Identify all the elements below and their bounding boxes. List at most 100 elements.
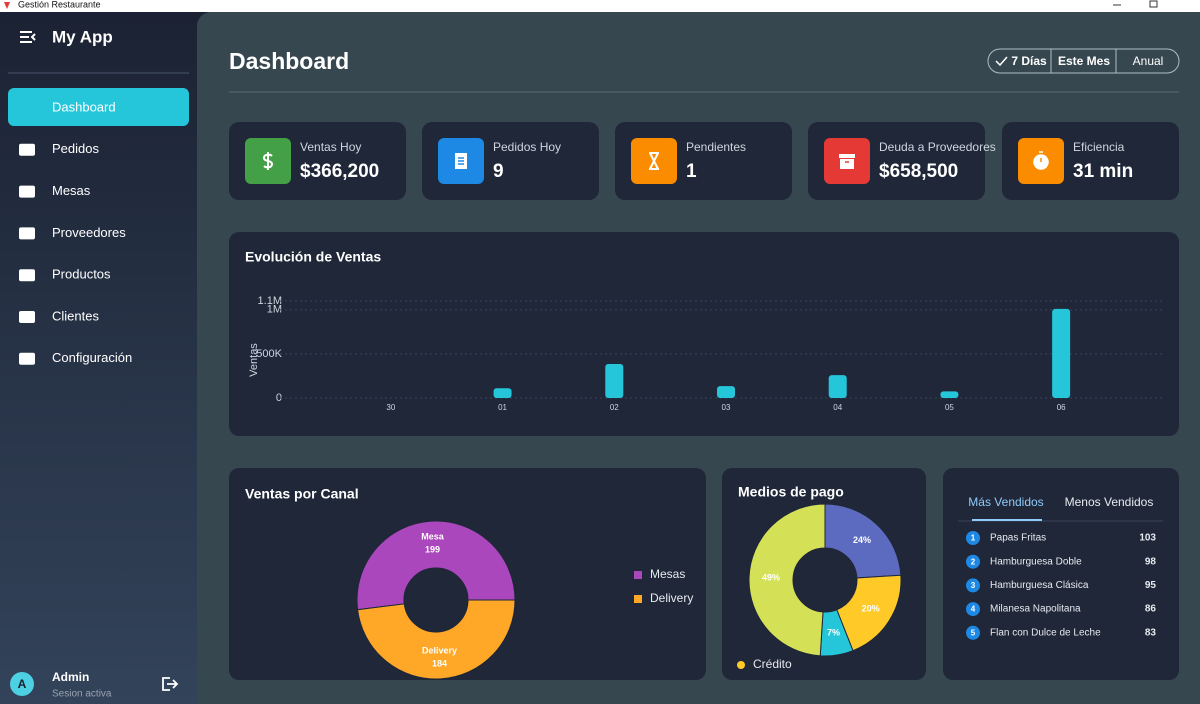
y-tick-label: 500K xyxy=(256,348,282,360)
rank: 5 xyxy=(971,628,976,637)
kpi-value: 31 min xyxy=(1073,161,1133,182)
slice-value: 199 xyxy=(425,544,440,554)
rank-badge xyxy=(966,554,980,569)
nav-item[interactable]: Proveedores xyxy=(52,225,126,240)
nav-item[interactable]: Clientes xyxy=(52,308,99,323)
bar xyxy=(940,391,959,398)
slice-label: 7% xyxy=(827,628,840,638)
bar xyxy=(493,388,512,398)
menu-toggle[interactable] xyxy=(20,31,36,43)
nav-item[interactable]: Productos xyxy=(52,267,111,282)
pie-slice xyxy=(748,503,826,657)
legend-label: Delivery xyxy=(650,591,693,605)
logout-button[interactable] xyxy=(162,677,179,691)
rank: 4 xyxy=(971,605,976,614)
kpi-icon xyxy=(455,153,467,169)
product-qty: 98 xyxy=(1145,556,1157,567)
bar xyxy=(1052,308,1071,398)
filter-button[interactable]: Anual xyxy=(1133,54,1164,68)
page-title: Dashboard xyxy=(229,48,349,74)
legend-dot xyxy=(737,661,745,669)
slice-label: 20% xyxy=(862,603,880,613)
kpi-icon-shape xyxy=(262,152,274,170)
chart-title: Evolución de Ventas xyxy=(245,249,381,265)
slice-label: Delivery xyxy=(422,645,457,655)
restore-button[interactable] xyxy=(1149,0,1158,8)
bar xyxy=(717,386,735,398)
legend-swatch xyxy=(634,571,642,579)
pie-slice xyxy=(356,520,516,611)
sales-card xyxy=(229,232,1179,436)
nav-item[interactable]: Configuración xyxy=(52,350,132,365)
tab[interactable]: Más Vendidos xyxy=(968,495,1043,509)
x-tick-label: 04 xyxy=(833,403,842,412)
rank: 3 xyxy=(971,581,976,590)
kpi-value: $658,500 xyxy=(879,161,958,182)
legend-label: Crédito xyxy=(753,657,792,671)
app-icon xyxy=(4,2,10,9)
user-name: Admin xyxy=(52,670,89,684)
product-name: Flan con Dulce de Leche xyxy=(990,627,1101,638)
nav-icon xyxy=(19,269,35,282)
filter-group xyxy=(987,48,1180,74)
user-status: Sesion activa xyxy=(52,689,112,700)
tab[interactable]: Menos Vendidos xyxy=(1065,495,1154,509)
kpi-label: Eficiencia xyxy=(1073,140,1125,154)
chart-title: Medios de pago xyxy=(738,484,844,500)
kpi-icon xyxy=(649,152,659,170)
x-tick-label: 01 xyxy=(498,403,507,412)
kpi-icon xyxy=(1033,151,1049,170)
kpi-label: Deuda a Proveedores xyxy=(879,140,996,154)
product-qty: 86 xyxy=(1145,604,1157,615)
nav-icon xyxy=(19,227,35,240)
pie-slice xyxy=(836,574,902,652)
kpi-icon xyxy=(839,154,855,169)
filter-button[interactable]: 7 Días xyxy=(1011,54,1047,68)
kpi-value: 9 xyxy=(493,161,504,182)
chart-title: Ventas por Canal xyxy=(245,486,359,502)
title-bar xyxy=(0,0,1200,12)
legend-swatch xyxy=(634,595,642,603)
kpi-label: Pendientes xyxy=(686,140,746,154)
x-tick-label: 06 xyxy=(1057,403,1066,412)
nav-icon xyxy=(19,143,35,156)
slice-label: 24% xyxy=(853,535,871,545)
product-name: Papas Fritas xyxy=(990,533,1046,544)
kpi-icon-shape xyxy=(458,157,464,165)
pie-slice xyxy=(824,503,902,579)
product-qty: 95 xyxy=(1145,580,1157,591)
kpi-value: 1 xyxy=(686,161,697,182)
kpi-label: Pedidos Hoy xyxy=(493,140,561,154)
charts: Evolución de Ventas Ventas 0 500K 1M1.1M 30 01… xyxy=(245,249,1162,680)
product-name: Hamburguesa Clásica xyxy=(990,580,1089,591)
bar xyxy=(605,364,624,398)
legend-label: Mesas xyxy=(650,567,685,581)
product-qty: 83 xyxy=(1145,627,1157,638)
nav-icon xyxy=(19,185,35,198)
kpi-label: Ventas Hoy xyxy=(300,140,361,154)
check-icon xyxy=(995,56,1008,67)
rank-badge xyxy=(966,531,980,545)
y-tick-label: 0 xyxy=(276,392,282,404)
avatar-initial: A xyxy=(18,677,27,691)
slice-label: Mesa xyxy=(421,531,445,541)
x-tick-label: 05 xyxy=(945,403,954,412)
app-name: My App xyxy=(52,27,113,46)
x-tick-label: 02 xyxy=(610,403,619,412)
rank: 1 xyxy=(971,534,976,543)
slice-label: 49% xyxy=(762,573,780,583)
rank-badge xyxy=(966,578,980,593)
nav-item[interactable]: Pedidos xyxy=(52,141,99,156)
rank-badge xyxy=(966,625,980,640)
rank-badge xyxy=(966,602,980,617)
nav-item[interactable]: Mesas xyxy=(52,183,91,198)
x-tick-label: 30 xyxy=(386,403,395,412)
filter-button[interactable]: Este Mes xyxy=(1058,54,1110,68)
nav-item[interactable]: Dashboard xyxy=(52,99,116,114)
kpi-icon-shape xyxy=(649,152,659,170)
y-tick-label: 1.1M xyxy=(258,295,282,307)
y-tick-label: 1M xyxy=(267,304,282,316)
